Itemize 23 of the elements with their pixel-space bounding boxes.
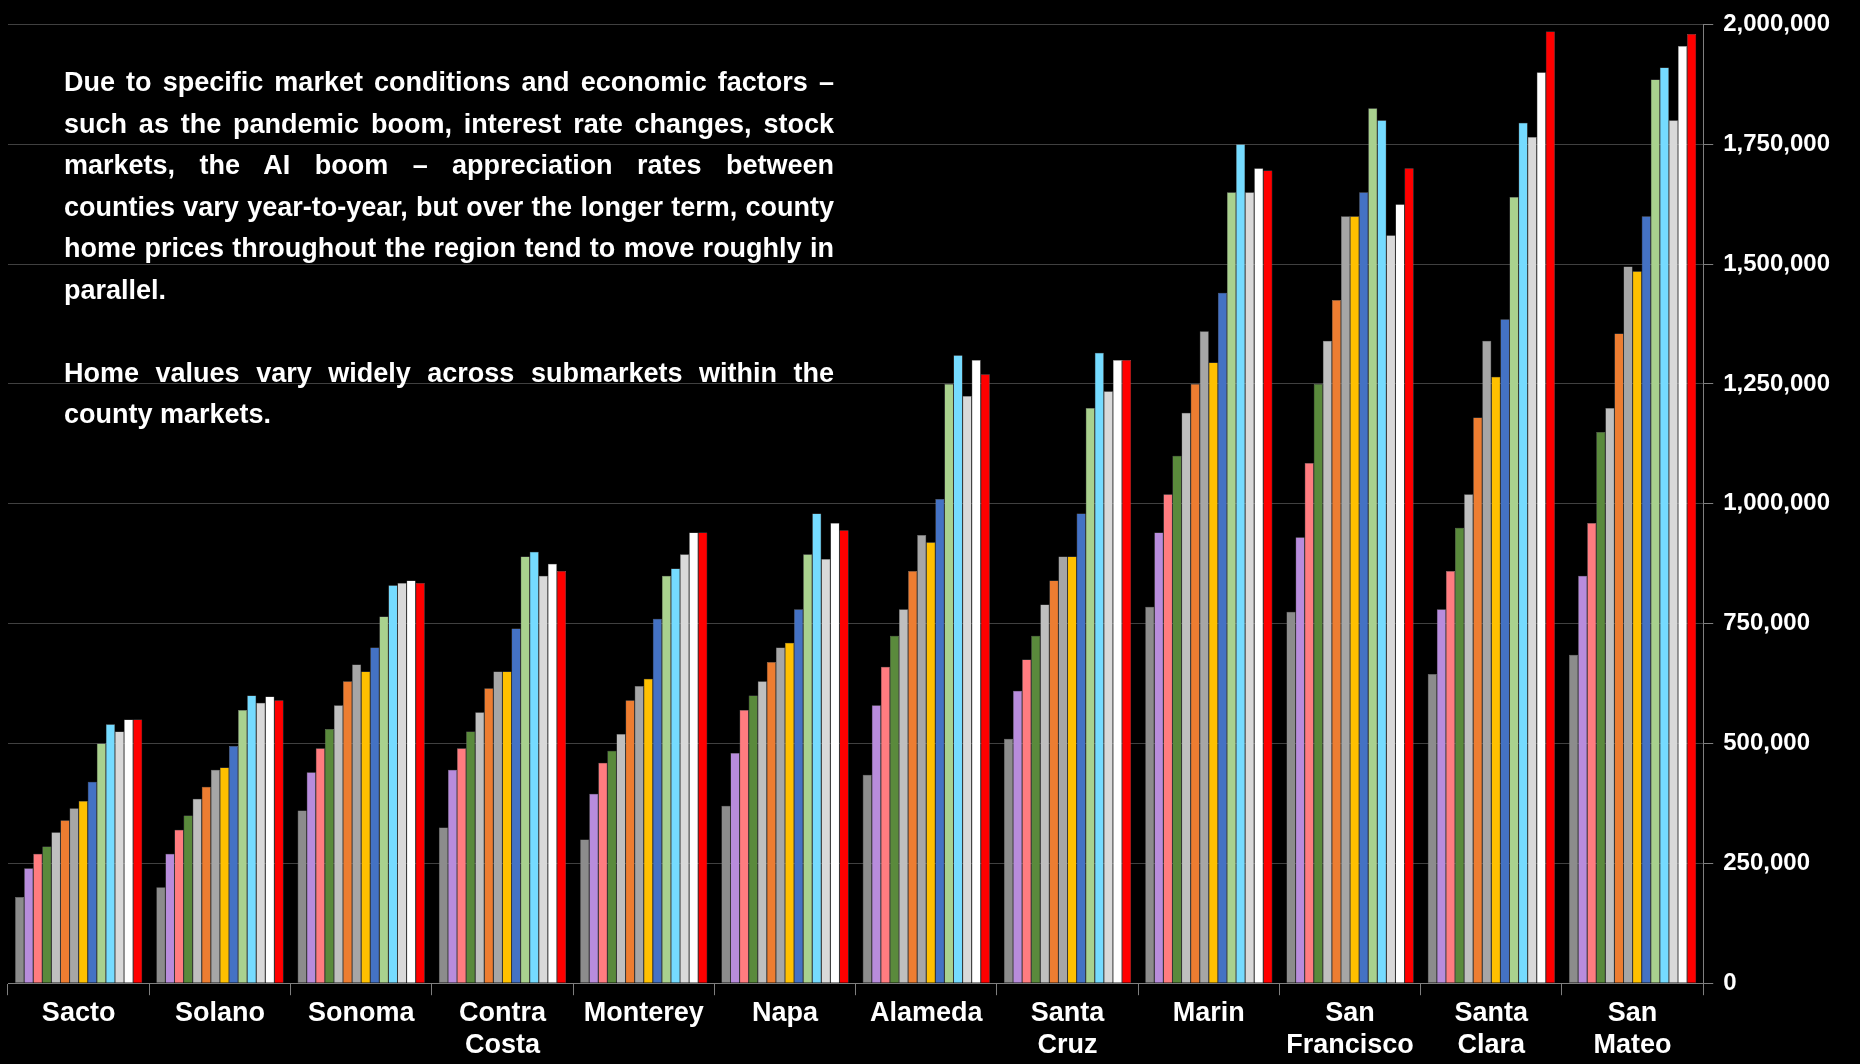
x-tick-label: Sacto xyxy=(41,996,116,1027)
annotation: Due to specific market conditions and economic factors – such as the pandemic boom, interest rate changes, stock markets, the AI boom – appreciation rates between counties vary year-to-year, but over the longer term, county home prices throughout the region tend to move roughly in parallel. xyxy=(64,66,834,307)
y-tick-label: 0 xyxy=(1723,967,1737,995)
y-tick-label: 1,000,000 xyxy=(1723,488,1831,516)
y-tick-label: 1,500,000 xyxy=(1723,248,1831,276)
y-tick-label: 750,000 xyxy=(1723,608,1810,636)
y-tick-label: 500,000 xyxy=(1723,728,1810,756)
annotation: Home values vary widely across submarkets within the county markets. xyxy=(64,356,834,431)
x-tick-label: Contra Costa xyxy=(458,996,547,1060)
x-tick-label: San Francisco xyxy=(1286,996,1414,1060)
x-tick-label: Alameda xyxy=(869,996,984,1027)
x-tick-label: Napa xyxy=(751,996,819,1027)
y-tick-label: 2,000,000 xyxy=(1723,9,1831,37)
x-tick-label: Marin xyxy=(1172,996,1245,1027)
x-tick-label: Monterey xyxy=(583,996,704,1027)
y-tick-label: 1,250,000 xyxy=(1723,368,1831,396)
x-tick-label: Santa Cruz xyxy=(1030,996,1106,1060)
x-tick-label: Santa Clara xyxy=(1454,996,1530,1060)
y-tick-label: 250,000 xyxy=(1723,847,1810,875)
x-tick-label: Sonoma xyxy=(307,996,416,1027)
y-tick-label: 1,750,000 xyxy=(1723,128,1831,156)
x-tick-label: San Mateo xyxy=(1593,996,1672,1060)
x-tick-label: Solano xyxy=(174,996,265,1027)
